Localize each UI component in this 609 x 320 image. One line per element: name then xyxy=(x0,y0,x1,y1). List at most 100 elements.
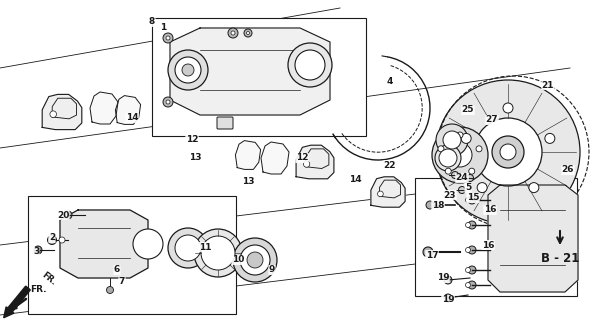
Text: 17: 17 xyxy=(426,251,438,260)
Circle shape xyxy=(465,247,471,252)
Circle shape xyxy=(500,144,516,160)
Text: 11: 11 xyxy=(199,243,211,252)
Circle shape xyxy=(175,235,201,261)
Circle shape xyxy=(34,246,42,254)
Circle shape xyxy=(451,172,459,179)
Text: 12: 12 xyxy=(296,154,308,163)
Circle shape xyxy=(436,124,468,156)
Circle shape xyxy=(59,237,65,243)
Text: 26: 26 xyxy=(561,165,574,174)
Text: 20: 20 xyxy=(57,211,69,220)
Circle shape xyxy=(439,149,457,167)
Text: 16: 16 xyxy=(482,241,495,250)
Polygon shape xyxy=(371,177,405,207)
Text: 12: 12 xyxy=(186,135,199,145)
FancyBboxPatch shape xyxy=(217,117,233,129)
Text: 22: 22 xyxy=(384,161,396,170)
Circle shape xyxy=(194,229,242,277)
Circle shape xyxy=(443,131,461,149)
Circle shape xyxy=(444,276,452,284)
Circle shape xyxy=(163,33,173,43)
Circle shape xyxy=(503,103,513,113)
Circle shape xyxy=(48,236,57,244)
Polygon shape xyxy=(236,140,261,169)
Polygon shape xyxy=(261,142,289,174)
Circle shape xyxy=(133,229,163,259)
Polygon shape xyxy=(488,185,578,292)
Circle shape xyxy=(529,183,539,193)
Circle shape xyxy=(163,97,173,107)
Circle shape xyxy=(477,183,487,193)
Text: FR.: FR. xyxy=(40,270,58,287)
Circle shape xyxy=(457,132,463,138)
Text: B - 21: B - 21 xyxy=(541,252,579,265)
Circle shape xyxy=(435,145,461,171)
Text: 5: 5 xyxy=(465,183,471,193)
Text: 2: 2 xyxy=(49,234,55,243)
Circle shape xyxy=(465,197,471,203)
Circle shape xyxy=(459,187,465,194)
Circle shape xyxy=(444,294,452,302)
Circle shape xyxy=(476,146,482,152)
Polygon shape xyxy=(90,92,118,124)
Circle shape xyxy=(233,238,277,282)
Circle shape xyxy=(468,281,476,289)
Circle shape xyxy=(228,28,238,38)
Circle shape xyxy=(247,31,250,35)
Circle shape xyxy=(448,143,472,167)
Circle shape xyxy=(50,111,57,117)
Circle shape xyxy=(231,31,235,35)
Text: 10: 10 xyxy=(232,255,244,265)
Circle shape xyxy=(175,57,201,83)
Text: 7: 7 xyxy=(119,277,125,286)
Text: 13: 13 xyxy=(189,154,201,163)
Circle shape xyxy=(492,136,524,168)
Text: 6: 6 xyxy=(114,266,120,275)
Circle shape xyxy=(107,286,113,293)
Polygon shape xyxy=(296,145,334,179)
Text: 19: 19 xyxy=(442,295,454,305)
Circle shape xyxy=(303,161,310,167)
Text: 13: 13 xyxy=(242,178,254,187)
Circle shape xyxy=(469,168,475,174)
Circle shape xyxy=(201,236,235,270)
Bar xyxy=(152,18,366,136)
Text: 14: 14 xyxy=(125,114,138,123)
Circle shape xyxy=(426,201,434,209)
Circle shape xyxy=(378,191,383,197)
Circle shape xyxy=(166,36,170,40)
Circle shape xyxy=(438,146,444,152)
Text: 27: 27 xyxy=(486,116,498,124)
Polygon shape xyxy=(170,28,330,115)
Circle shape xyxy=(465,268,471,273)
Circle shape xyxy=(432,127,488,183)
Polygon shape xyxy=(60,210,148,278)
Bar xyxy=(28,196,236,314)
Text: 8: 8 xyxy=(149,18,155,27)
Text: 25: 25 xyxy=(462,106,474,115)
Circle shape xyxy=(295,50,325,80)
Circle shape xyxy=(465,222,471,228)
Text: 14: 14 xyxy=(349,175,361,185)
Text: 3: 3 xyxy=(33,247,39,257)
Circle shape xyxy=(468,221,476,229)
Circle shape xyxy=(182,64,194,76)
Circle shape xyxy=(166,100,170,104)
Polygon shape xyxy=(42,94,82,130)
Text: 4: 4 xyxy=(387,77,393,86)
Text: 15: 15 xyxy=(466,194,479,203)
Text: 1: 1 xyxy=(160,23,166,33)
Text: 24: 24 xyxy=(456,173,468,182)
Circle shape xyxy=(445,168,451,174)
Circle shape xyxy=(468,266,476,274)
Circle shape xyxy=(468,246,476,254)
Circle shape xyxy=(468,196,476,204)
Polygon shape xyxy=(115,96,141,124)
Text: 16: 16 xyxy=(484,205,496,214)
FancyArrow shape xyxy=(4,286,30,318)
Bar xyxy=(415,178,577,296)
Circle shape xyxy=(461,133,471,143)
Circle shape xyxy=(64,211,72,219)
Circle shape xyxy=(436,80,580,224)
Circle shape xyxy=(244,29,252,37)
